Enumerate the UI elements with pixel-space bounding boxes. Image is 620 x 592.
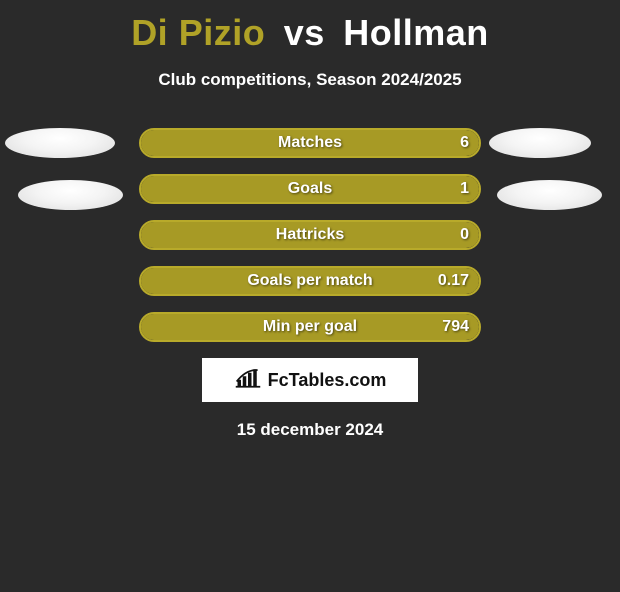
vs-label: vs [284,12,325,53]
logo-prefix: Fc [268,370,289,390]
stat-bar: 6 Matches [139,128,481,158]
bar-value-b: 0.17 [438,272,469,290]
bar-label: Goals per match [247,272,372,290]
player-a-name: Di Pizio [131,12,265,53]
bar-value-b: 0 [460,226,469,244]
logo-suffix: .com [344,370,386,390]
decorative-disc-left-icon [18,180,123,210]
bar-chart-icon [234,367,262,394]
decorative-disc-left-icon [5,128,115,158]
date-label: 15 december 2024 [0,420,620,440]
logo-main: Tables [289,370,345,390]
player-b-name: Hollman [343,12,489,53]
bar-value-b: 6 [460,134,469,152]
comparison-title: Di Pizio vs Hollman [0,12,620,54]
logo-text: FcTables.com [268,370,387,391]
bar-value-b: 794 [442,318,469,336]
bar-label: Matches [278,134,342,152]
bar-label: Goals [288,180,332,198]
stat-bar: 0 Hattricks [139,220,481,250]
fctables-logo: FcTables.com [202,358,418,402]
stat-bar: 0.17 Goals per match [139,266,481,296]
decorative-disc-right-icon [489,128,591,158]
bar-label: Hattricks [276,226,344,244]
decorative-disc-right-icon [497,180,602,210]
stat-bar: 1 Goals [139,174,481,204]
stat-bars-area: 6 Matches 1 Goals 0 Hattricks 0.17 Goals per ma… [0,128,620,342]
bars-holder: 6 Matches 1 Goals 0 Hattricks 0.17 Goals per ma… [0,128,620,342]
bar-label: Min per goal [263,318,357,336]
subtitle: Club competitions, Season 2024/2025 [0,70,620,90]
bar-value-b: 1 [460,180,469,198]
stat-bar: 794 Min per goal [139,312,481,342]
